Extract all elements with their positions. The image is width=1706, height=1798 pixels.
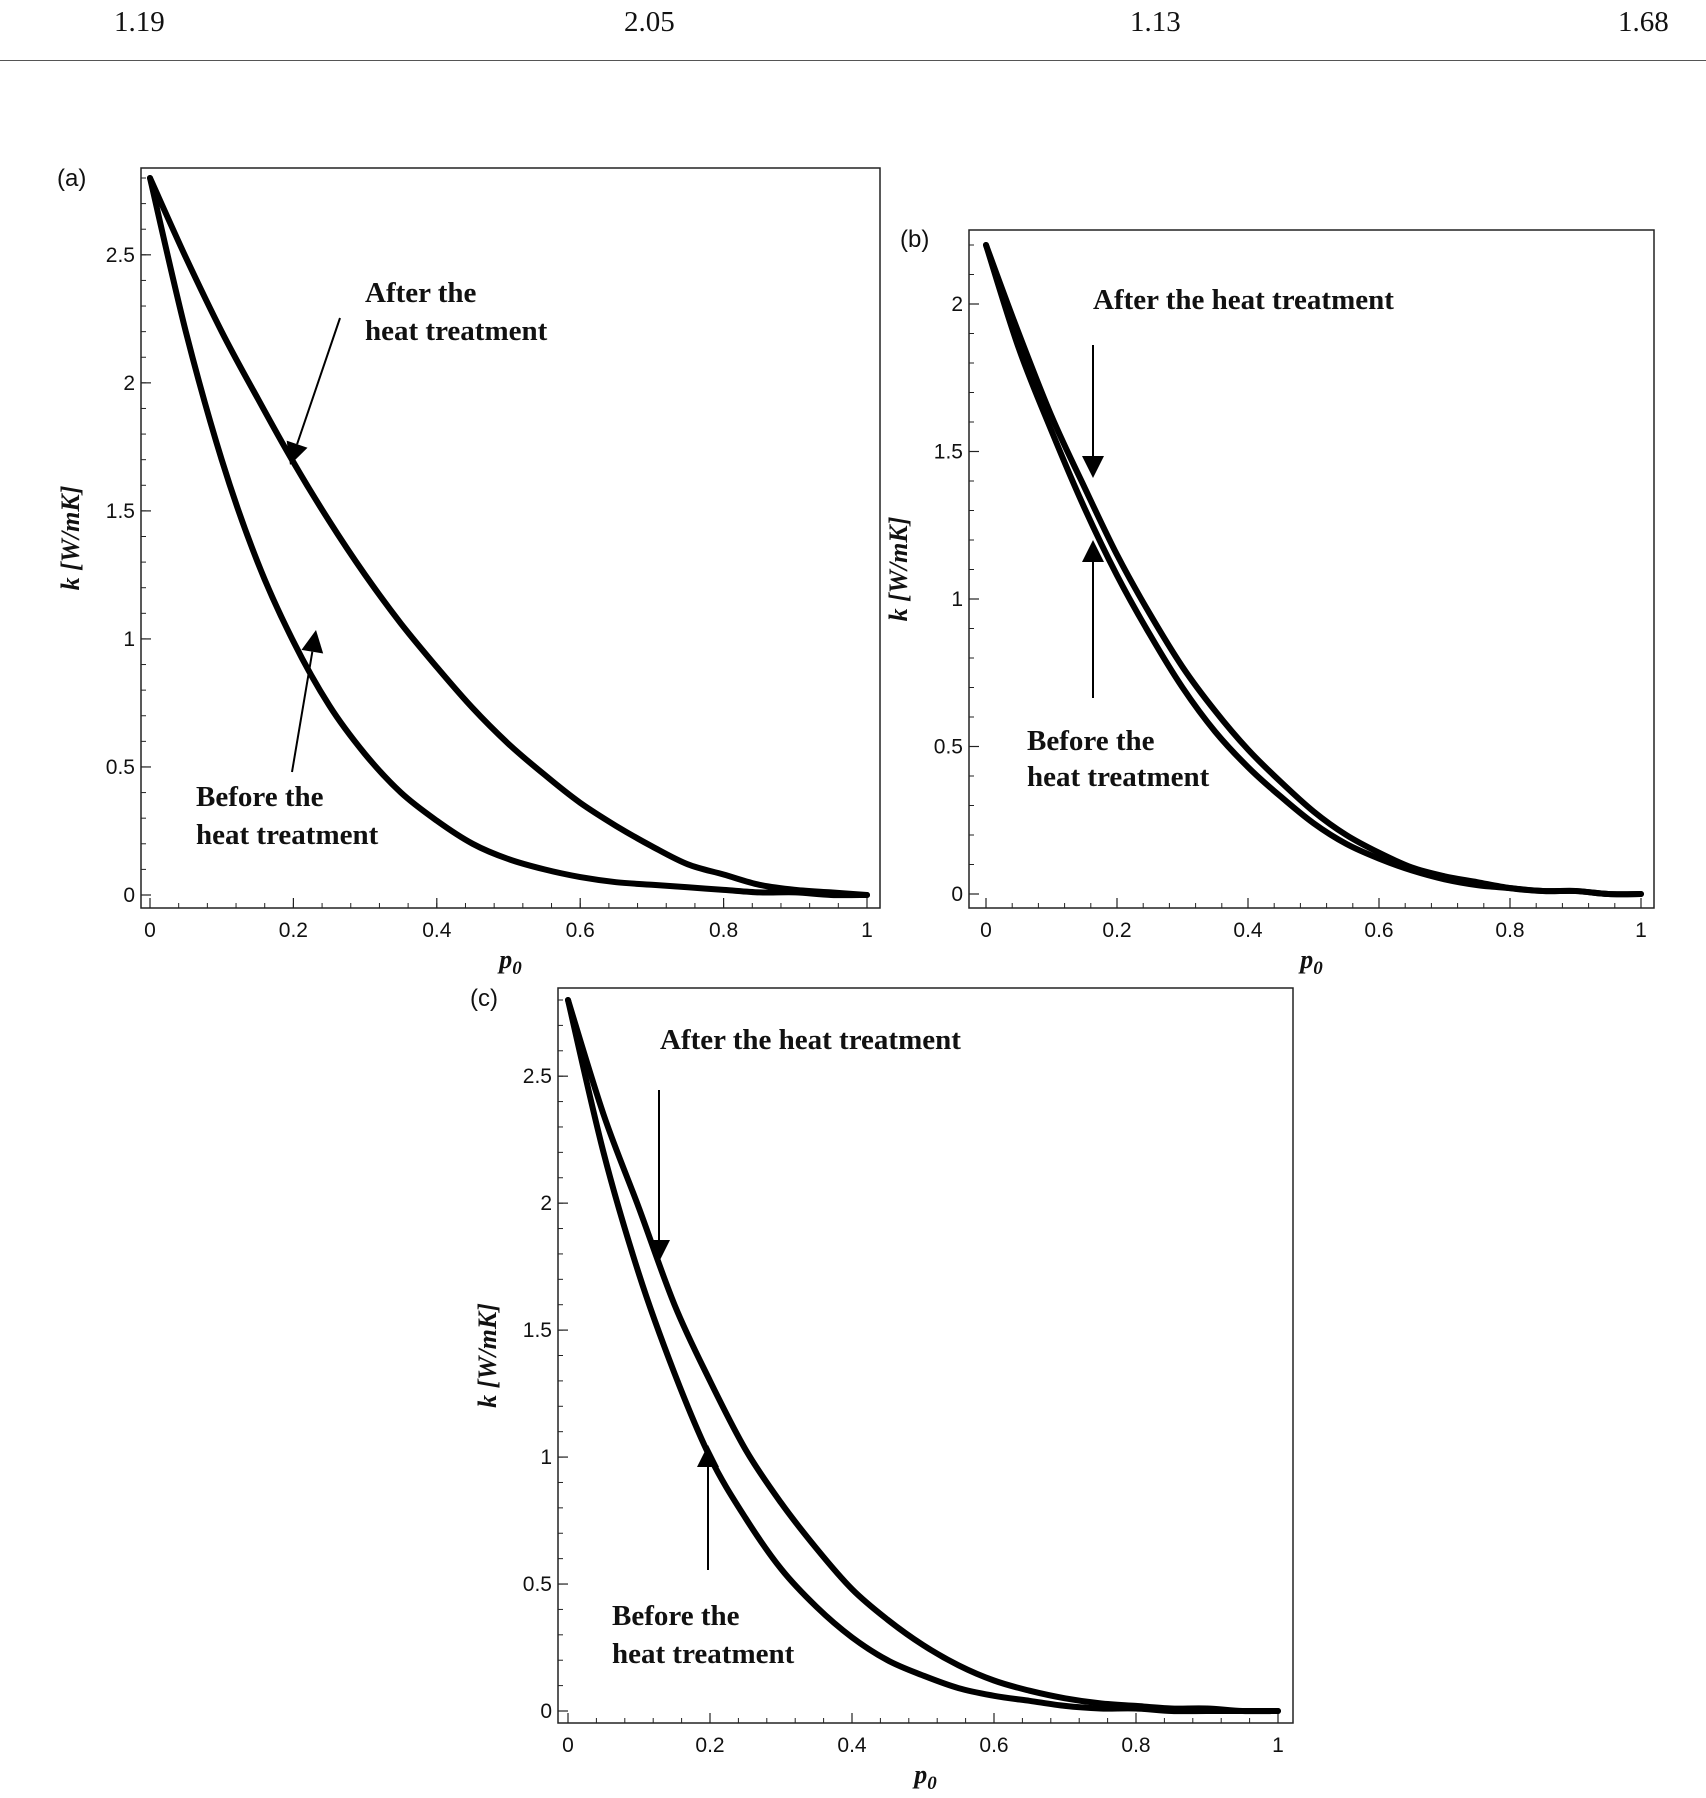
annotation-label: Before the heat treatment (1027, 725, 1210, 793)
y-tick-label: 0.5 (934, 736, 963, 759)
x-tick-label: 0 (562, 1734, 574, 1757)
x-tick-label: 0.4 (837, 1734, 867, 1757)
x-axis-title: p0 (912, 1760, 937, 1794)
x-tick-label: 0.8 (1495, 919, 1524, 942)
table-cell: 1.19 (114, 6, 165, 38)
y-tick-label: 0 (123, 884, 135, 907)
y-axis-title: k [W/mK] (473, 1303, 502, 1408)
y-tick-label: 0.5 (523, 1573, 552, 1596)
x-axis-title: p0 (1298, 945, 1323, 979)
y-tick-label: 2.5 (106, 244, 135, 267)
y-tick-label: 1.5 (934, 441, 963, 464)
annotation-label: After the heat treatment (365, 277, 548, 347)
x-tick-label: 0.2 (279, 919, 308, 942)
y-tick-label: 2.5 (523, 1065, 552, 1088)
y-tick-label: 1 (540, 1446, 552, 1469)
x-axis-title: p0 (497, 945, 522, 979)
annotation-arrowhead (697, 1445, 719, 1467)
y-tick-label: 2 (951, 293, 963, 316)
y-axis-title: k [W/mK] (884, 517, 913, 622)
series-line-before (983, 242, 1644, 898)
x-tick-label: 0.2 (1102, 919, 1131, 942)
x-tick-label: 1 (1635, 919, 1647, 942)
series-line-after (983, 242, 1644, 898)
y-tick-label: 1.5 (106, 500, 135, 523)
y-tick-label: 2 (540, 1192, 552, 1215)
series-line-before (147, 175, 870, 899)
x-tick-label: 0.8 (709, 919, 738, 942)
y-tick-label: 1 (951, 588, 963, 611)
x-tick-label: 1 (1272, 1734, 1284, 1757)
annotation-label: Before the heat treatment (612, 1600, 795, 1670)
annotation-arrowhead (301, 630, 324, 654)
annotation-label: After the heat treatment (1093, 284, 1394, 316)
x-tick-label: 0.6 (979, 1734, 1008, 1757)
annotation-arrowhead (1082, 456, 1104, 478)
table-row: 1.19 2.05 1.13 1.68 (0, 0, 1706, 61)
annotation-label: After the heat treatment (660, 1024, 961, 1056)
y-tick-label: 1 (123, 628, 135, 651)
panel-label: (c) (470, 985, 498, 1012)
series-line-after (147, 175, 870, 898)
x-tick-label: 1 (861, 919, 873, 942)
x-tick-label: 0.6 (566, 919, 595, 942)
y-tick-label: 2 (123, 372, 135, 395)
x-tick-label: 0.6 (1364, 919, 1393, 942)
annotation-label: Before the heat treatment (196, 781, 379, 851)
table-cell: 1.68 (1618, 6, 1669, 38)
table-cell: 2.05 (624, 6, 675, 38)
y-tick-label: 0 (540, 1700, 552, 1723)
chart-panel-b: 0 0.2 0.4 0.6 0.8 1 0 0.5 1 1.5 2 p0 k [W/mK] (b) Afte… (884, 226, 1655, 979)
x-tick-label: 0.2 (695, 1734, 724, 1757)
panel-label: (a) (57, 165, 86, 192)
x-tick-label: 0.8 (1121, 1734, 1150, 1757)
y-tick-label: 1.5 (523, 1319, 552, 1342)
annotation-arrowhead (648, 1240, 670, 1262)
plot-frame (140, 167, 881, 909)
y-tick-label: 0 (951, 883, 963, 906)
annotation-arrow-shaft (291, 651, 314, 773)
x-tick-label: 0 (980, 919, 992, 942)
y-tick-label: 0.5 (106, 756, 135, 779)
table-cell: 1.13 (1130, 6, 1181, 38)
x-tick-label: 0 (144, 919, 156, 942)
y-axis-title: k [W/mK] (56, 486, 85, 591)
x-tick-label: 0.4 (422, 919, 452, 942)
chart-panel-c: 0 0.2 0.4 0.6 0.8 1 0 0.5 1 1.5 2 2.5 p0 k [W/mK] (c) A… (470, 985, 1294, 1794)
x-tick-label: 0.4 (1233, 919, 1263, 942)
series-line-before (565, 997, 1281, 1715)
annotation-arrowhead (286, 440, 308, 465)
chart-panel-a: 0 0.2 0.4 0.6 0.8 1 0 0.5 1 1.5 2 2.5 p0 k [W/mK] (a) A… (56, 165, 881, 979)
panel-label: (b) (900, 226, 929, 253)
annotation-arrowhead (1082, 540, 1104, 562)
annotation-arrow-shaft (296, 317, 341, 445)
